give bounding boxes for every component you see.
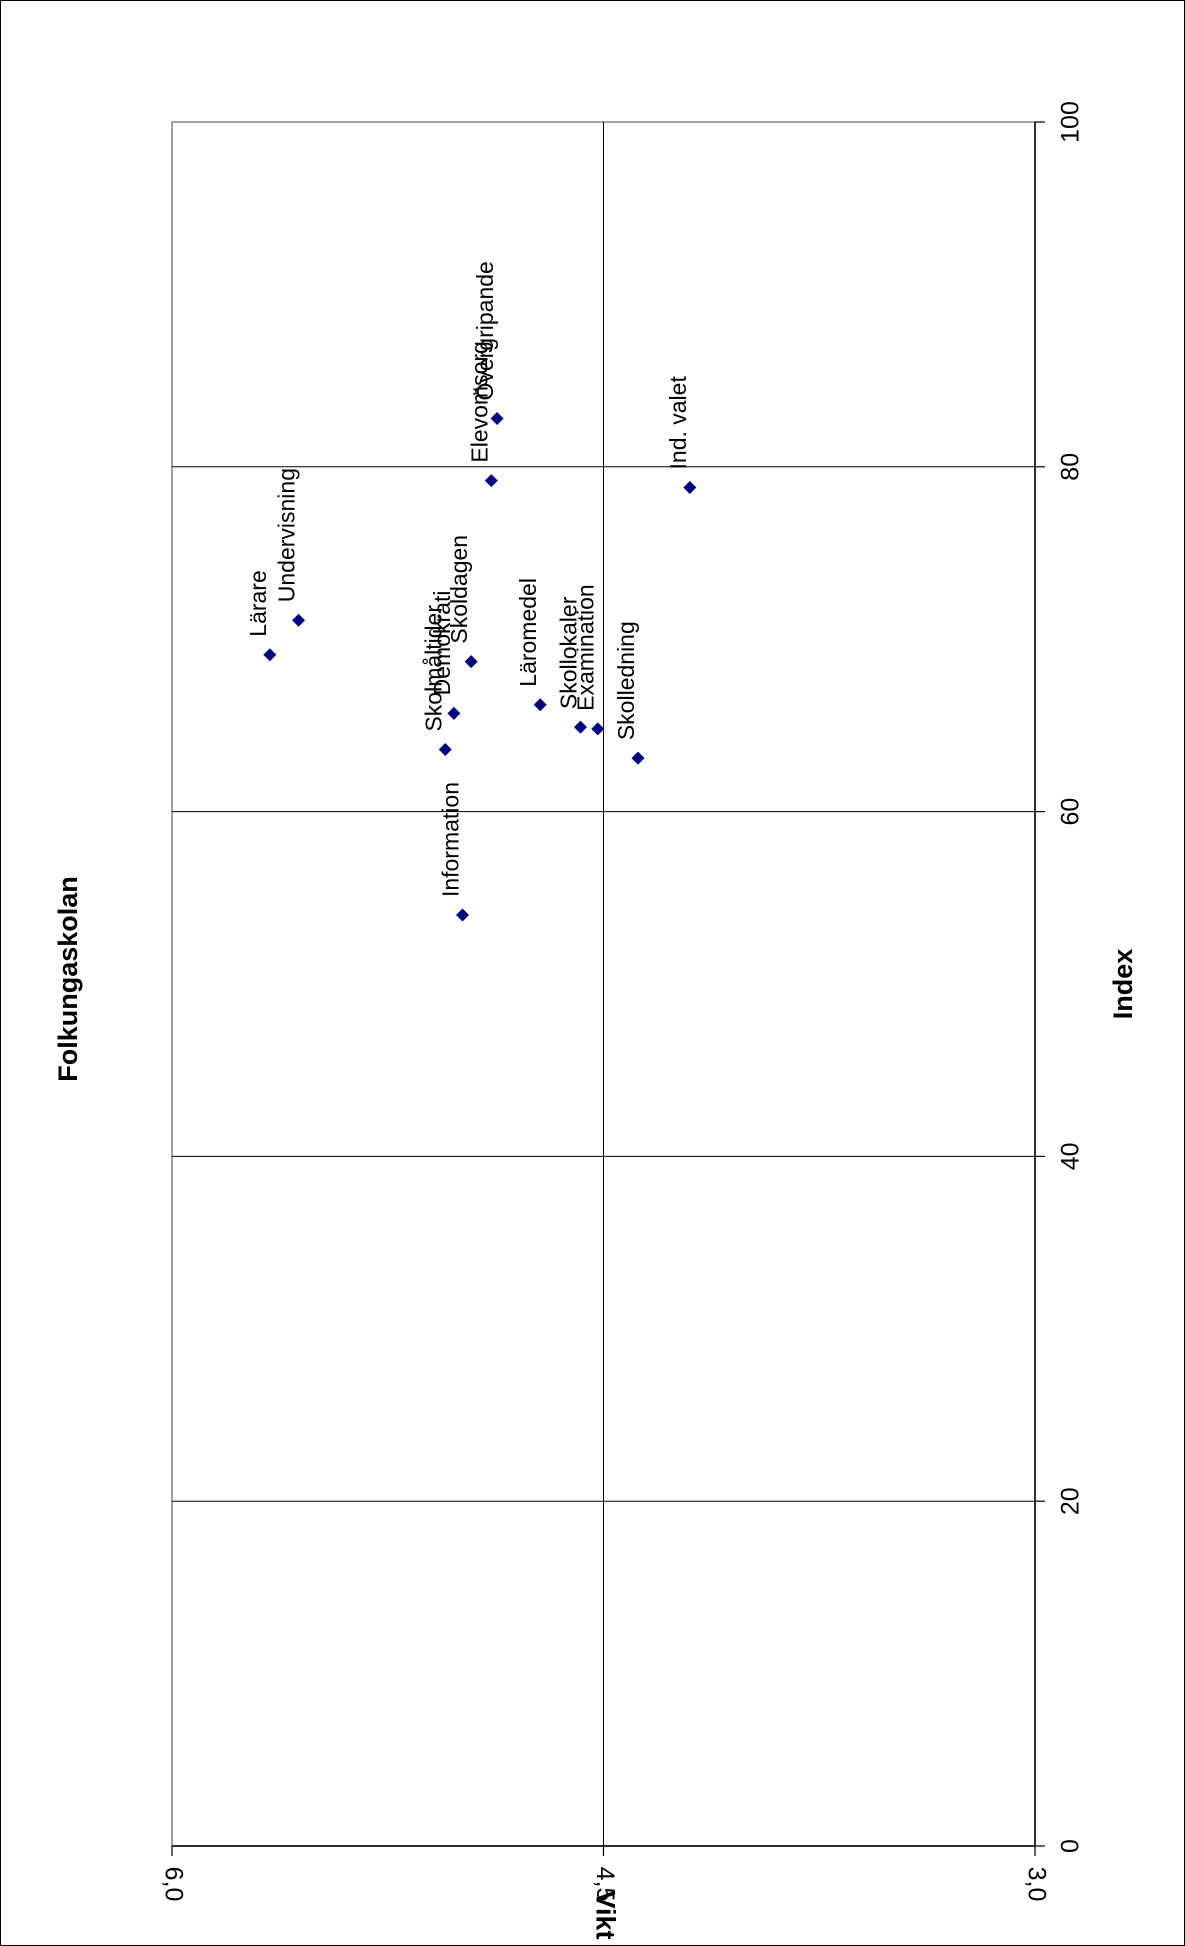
x-tick-label: 60 (1057, 798, 1085, 826)
x-axis-title: Index (1108, 949, 1138, 1020)
data-label: Elevomsorg (466, 341, 492, 462)
y-tick-label: 3,0 (1022, 1867, 1050, 1902)
data-point (533, 698, 547, 712)
gridlines (172, 122, 1035, 1846)
data-label: Lärare (245, 570, 271, 636)
data-label: Läromedel (515, 578, 541, 687)
data-point (683, 480, 697, 494)
y-tick-label: 6,0 (159, 1867, 187, 1902)
data-label: Övergripande (472, 261, 498, 400)
data-label: Examination (573, 584, 599, 711)
chart-title: Folkungaskolan (53, 876, 83, 1082)
tick-labels: 0 20 40 60 80 100 3,0 4,5 6,0 (159, 101, 1084, 1901)
point-labels: Information SkolmåltiderDemokratiSkoldage… (245, 261, 691, 897)
data-points (263, 412, 697, 922)
axes (171, 121, 1045, 1856)
x-tick-label: 0 (1057, 1839, 1085, 1853)
data-point (292, 613, 306, 627)
x-tick-label: 100 (1057, 101, 1085, 143)
data-label: Ind. valet (665, 376, 691, 470)
x-tick-label: 80 (1057, 453, 1085, 481)
data-label: Information (438, 782, 464, 897)
data-label: Skollokaler (555, 596, 581, 709)
data-point (591, 722, 605, 736)
data-point (464, 655, 478, 669)
y-axis-title: Vikt (590, 1890, 620, 1939)
data-point (263, 648, 277, 662)
data-point (484, 474, 498, 488)
data-point (573, 720, 587, 734)
x-tick-label: 20 (1057, 1487, 1085, 1515)
data-label: Skoldagen (446, 535, 472, 644)
data-point (438, 743, 452, 757)
data-label: Skolmåltider (420, 605, 446, 732)
data-label: Demokrati (429, 591, 455, 696)
y-tick-label: 4,5 (591, 1867, 619, 1902)
data-point (456, 908, 470, 922)
data-label: Undervisning (274, 468, 300, 602)
data-point (490, 412, 504, 426)
plot-area: 0 20 40 60 80 100 3,0 4,5 6,0 Information Skolmål… (159, 101, 1084, 1901)
data-point (447, 706, 461, 720)
x-tick-label: 40 (1057, 1142, 1085, 1170)
data-label: Skolledning (613, 621, 639, 740)
data-point (631, 751, 645, 765)
